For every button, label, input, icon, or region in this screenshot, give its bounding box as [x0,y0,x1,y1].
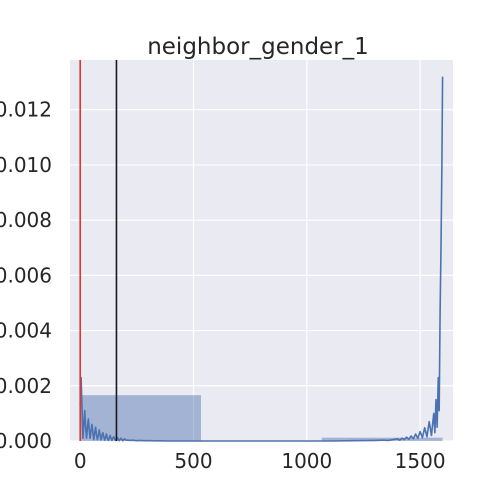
plot-background [70,60,453,441]
chart-title: neighbor_gender_1 [147,34,369,60]
histogram-bar [321,437,443,441]
x-tick-label: 500 [174,449,212,473]
reference-lines [79,60,118,441]
x-tick-label: 0 [74,449,87,473]
kde-curve [79,76,444,442]
y-tick-label: 0.004 [0,319,52,343]
y-tick-label: 0.008 [0,208,52,232]
y-axis-ticks: 0.000 0.002 0.004 0.006 0.008 0.010 0.012 [0,98,52,453]
y-tick-label: 0.006 [0,263,52,287]
x-axis-ticks: 0 500 1000 1500 [74,449,446,473]
y-tick-label: 0.002 [0,374,52,398]
y-tick-label: 0.010 [0,153,52,177]
y-tick-label: 0.000 [0,429,52,453]
x-tick-label: 1500 [395,449,446,473]
x-tick-label: 1000 [281,449,332,473]
y-tick-label: 0.012 [0,98,52,122]
kde-line [79,76,444,442]
